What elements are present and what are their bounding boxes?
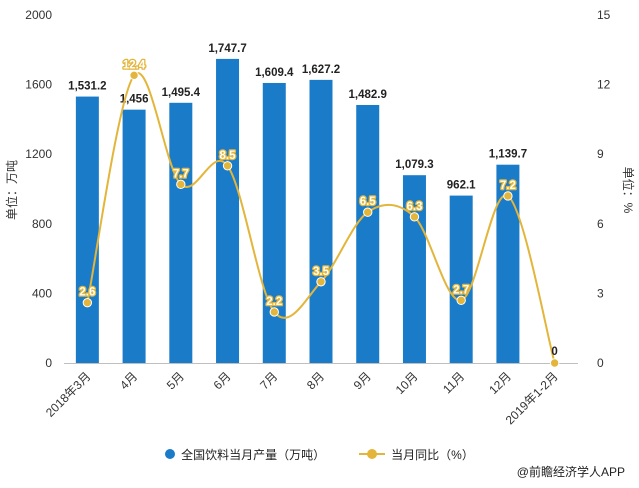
right-tick-label: 0: [597, 356, 604, 370]
right-tick-label: 3: [597, 286, 604, 300]
left-tick-label: 400: [32, 286, 52, 300]
line-data-label: 3.5: [313, 266, 330, 278]
bar-data-label: 1,482.9: [349, 89, 387, 101]
legend-line-marker: [359, 449, 386, 459]
line-point: [549, 358, 560, 368]
line-data-label: 2.7: [453, 284, 469, 296]
line-data-label: 2.6: [79, 287, 95, 299]
bar: [169, 102, 193, 363]
bar-data-label: 1,531.2: [68, 81, 106, 93]
x-tick-label: 5月: [164, 369, 187, 392]
line-point: [222, 161, 233, 171]
bar: [449, 195, 473, 363]
bar: [356, 104, 380, 363]
line-data-label: 6.3: [406, 201, 422, 213]
line-point: [316, 277, 326, 287]
left-tick-label: 2000: [25, 8, 52, 22]
legend-bar-label: 全国饮料当月产量（万吨）: [181, 447, 326, 462]
bar-data-label: 1,139.7: [489, 149, 527, 161]
line-point: [176, 179, 186, 190]
right-tick-label: 9: [597, 147, 604, 161]
bar: [216, 58, 240, 363]
combo-chart: 0 400 800 1200 1600 2000 0 3 6 9 12 15 1,531.2 1,45…: [4, 8, 636, 427]
bar-data-label: 1,495.4: [162, 87, 201, 99]
bar: [496, 164, 520, 363]
line-point: [503, 191, 513, 201]
bar-data-labels: 1,531.2 1,456 1,495.4 1,747.7 1,609.4 1,627.2…: [68, 43, 527, 192]
line-point: [269, 307, 279, 317]
left-tick-label: 800: [32, 217, 52, 231]
legend: 全国饮料当月产量（万吨） 当月同比（%）: [0, 444, 639, 464]
bar-data-label: 962.1: [447, 180, 476, 192]
legend-bar-marker: [165, 449, 176, 459]
right-tick-label: 12: [597, 78, 611, 92]
line-data-labels: 2.6 12.4 7.7 8.5 2.2 3.5 6.5 6.3 2.7 7.2 0: [78, 58, 558, 358]
bar: [75, 96, 99, 363]
right-axis-title: 单位：%: [621, 167, 636, 214]
legend-line-label: 当月同比（%）: [391, 447, 474, 462]
left-axis-ticks: 0 400 800 1200 1600 2000: [25, 8, 52, 370]
line-data-label: 6.5: [360, 196, 377, 208]
line-point: [82, 297, 93, 308]
bar: [262, 82, 286, 363]
line-points: [82, 70, 560, 368]
bar: [122, 109, 146, 363]
x-tick-label: 12月: [486, 369, 514, 397]
right-tick-label: 6: [597, 217, 604, 231]
legend-item-line: 当月同比（%）: [359, 446, 474, 463]
x-tick-label: 2018年3月: [43, 369, 93, 419]
bar: [402, 175, 426, 363]
line-series: [86, 72, 556, 364]
bar: [309, 79, 333, 364]
left-tick-label: 1200: [25, 147, 52, 161]
left-axis-title: 单位：万吨: [4, 160, 19, 220]
bar-data-label: 1,456: [120, 94, 149, 106]
bar-data-label: 1,609.4: [255, 67, 294, 79]
left-tick-label: 0: [45, 356, 52, 370]
source-credit: @前瞻经济学人APP: [516, 465, 625, 479]
line-point: [129, 70, 139, 81]
line-data-label: 7.2: [500, 180, 516, 192]
x-tick-label: 11月: [440, 369, 467, 396]
line-data-label: 7.7: [173, 168, 189, 180]
line-data-label: 8.5: [220, 150, 237, 162]
x-tick-label: 4月: [117, 369, 140, 392]
line-point: [363, 207, 373, 217]
line-point: [456, 295, 466, 306]
bar-data-label: 1,627.2: [302, 64, 340, 76]
bar-series: [75, 58, 520, 364]
line-point: [409, 212, 420, 222]
left-tick-label: 1600: [25, 78, 52, 92]
line-data-label: 2.2: [266, 296, 282, 308]
line-data-label: 12.4: [123, 59, 146, 71]
bar-data-label: 1,079.3: [395, 159, 433, 171]
legend-item-bar: 全国饮料当月产量（万吨）: [165, 446, 325, 463]
right-axis-ticks: 0 3 6 9 12 15: [597, 8, 611, 370]
right-tick-label: 15: [597, 8, 611, 22]
x-tick-label: 9月: [351, 369, 374, 392]
x-tick-label: 7月: [257, 369, 280, 392]
x-tick-label: 10月: [393, 369, 421, 397]
line-data-label: 0: [551, 346, 557, 358]
x-tick-label: 6月: [211, 369, 234, 392]
x-tick-label: 8月: [304, 369, 327, 392]
bar-data-label: 1,747.7: [208, 43, 246, 55]
